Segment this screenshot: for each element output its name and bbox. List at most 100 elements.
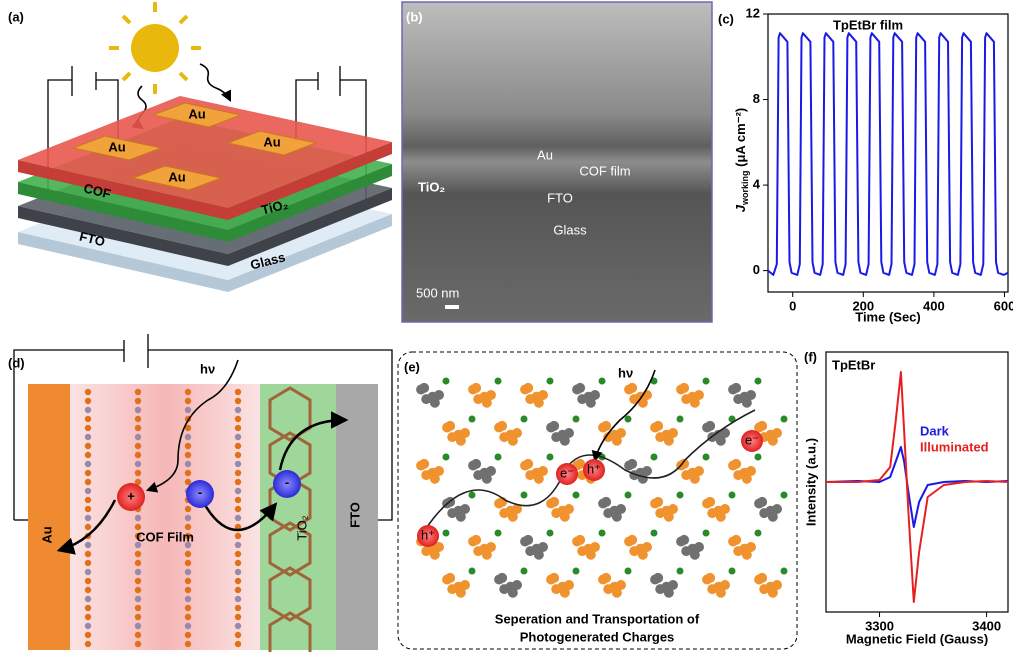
- y-tick-label: 8: [753, 91, 760, 106]
- layer-label: COF Film: [136, 529, 194, 544]
- atom: [521, 492, 528, 499]
- atom: [480, 544, 490, 554]
- x-axis-label: Magnetic Field (Gauss): [846, 631, 988, 646]
- atom: [135, 596, 141, 602]
- atom: [757, 421, 767, 431]
- atom: [740, 544, 750, 554]
- atom: [235, 425, 241, 431]
- atom: [757, 573, 767, 583]
- chart-title: TpEtBr: [832, 357, 875, 372]
- atom: [135, 452, 141, 458]
- atom: [495, 454, 502, 461]
- atom: [235, 506, 241, 512]
- atom: [185, 641, 191, 647]
- atom: [731, 459, 741, 469]
- atom: [445, 421, 455, 431]
- layer-label: COF film: [579, 163, 630, 178]
- atom: [454, 506, 464, 516]
- atom: [85, 587, 91, 593]
- panel-label: (d): [8, 355, 25, 370]
- atom: [428, 392, 438, 402]
- atom: [755, 378, 762, 385]
- layer-label: TiO₂: [294, 515, 309, 541]
- charge-label: h⁺: [421, 527, 435, 542]
- layer-label: FTO: [547, 190, 573, 205]
- atom: [85, 542, 91, 548]
- atom: [85, 632, 91, 638]
- atom: [235, 416, 241, 422]
- atom: [135, 641, 141, 647]
- charge-sign: +: [127, 488, 135, 503]
- atom: [523, 383, 533, 393]
- y-tick-label: 4: [753, 177, 761, 192]
- atom: [185, 470, 191, 476]
- atom: [601, 497, 611, 507]
- atom: [85, 515, 91, 521]
- atom: [85, 389, 91, 395]
- atom: [135, 443, 141, 449]
- atom: [497, 573, 507, 583]
- atom: [185, 461, 191, 467]
- atom: [85, 425, 91, 431]
- atom: [185, 398, 191, 404]
- atom: [135, 605, 141, 611]
- atom: [679, 535, 689, 545]
- atom: [135, 407, 141, 413]
- atom: [235, 596, 241, 602]
- atom: [729, 492, 736, 499]
- atom: [469, 492, 476, 499]
- atom: [235, 479, 241, 485]
- atom: [599, 530, 606, 537]
- cof-network: [416, 378, 787, 598]
- atom: [235, 542, 241, 548]
- layer-label: Au: [108, 139, 125, 154]
- atom: [662, 430, 672, 440]
- atom: [135, 587, 141, 593]
- atom: [781, 492, 788, 499]
- atom: [601, 573, 611, 583]
- x-tick-label: 200: [852, 298, 874, 313]
- atom: [506, 506, 516, 516]
- photon-label: hν: [200, 361, 215, 376]
- panel-e: e⁻ h⁺ e⁻ h⁺ (e) hν Seperation and Transp…: [398, 352, 797, 649]
- atom: [653, 421, 663, 431]
- atom: [185, 506, 191, 512]
- atom: [729, 568, 736, 575]
- layer-label: FTO: [347, 502, 362, 528]
- x-tick-label: 3300: [865, 618, 894, 633]
- atom: [235, 497, 241, 503]
- panel-label: (f): [804, 349, 817, 364]
- atom: [584, 392, 594, 402]
- atom: [740, 392, 750, 402]
- atom: [235, 560, 241, 566]
- atom: [705, 421, 715, 431]
- atom: [547, 378, 554, 385]
- atom: [573, 416, 580, 423]
- panel-a: (a) Au Au Au Au COF TiO₂ FTO Glass: [8, 2, 392, 292]
- atom: [235, 515, 241, 521]
- atom: [714, 506, 724, 516]
- atom: [235, 452, 241, 458]
- atom: [235, 551, 241, 557]
- atom: [714, 582, 724, 592]
- atom: [135, 623, 141, 629]
- atom: [185, 614, 191, 620]
- atom: [85, 524, 91, 530]
- atom: [135, 416, 141, 422]
- legend-entry: Illuminated: [920, 439, 989, 454]
- atom: [135, 632, 141, 638]
- atom: [235, 614, 241, 620]
- atom: [740, 468, 750, 478]
- atom: [703, 454, 710, 461]
- scale-label: 500 nm: [416, 285, 459, 300]
- atom: [85, 416, 91, 422]
- atom: [651, 454, 658, 461]
- atom: [454, 430, 464, 440]
- x-tick-label: 400: [923, 298, 945, 313]
- atom: [85, 398, 91, 404]
- atom: [85, 560, 91, 566]
- atom: [584, 544, 594, 554]
- atom: [185, 578, 191, 584]
- atom: [766, 582, 776, 592]
- y-label-unit: (μA cm⁻²): [733, 108, 748, 171]
